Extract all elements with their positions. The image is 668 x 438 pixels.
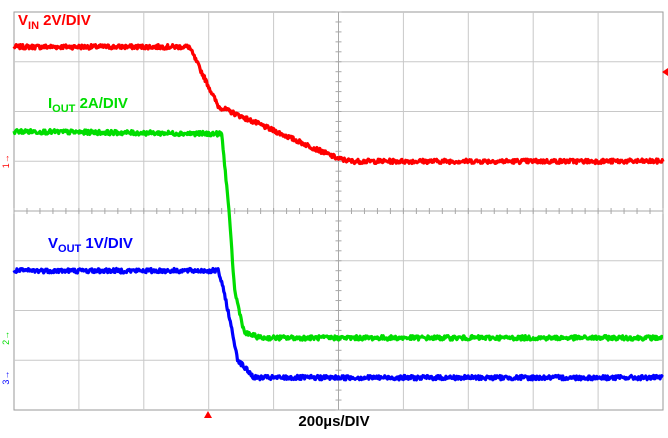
trigger-level-marker-right [662, 68, 668, 76]
trigger-marker-bottom [204, 411, 212, 418]
trace-3 [12, 266, 664, 382]
ground-markers: 1→ 2→ 3→ [1, 154, 11, 384]
series-label-vin: VIN 2V/DIV [18, 12, 91, 32]
ground-marker-2: 2→ [1, 331, 11, 345]
traces [12, 42, 665, 382]
trace-2 [12, 128, 664, 342]
series-label-vout: VOUT 1V/DIV [48, 235, 133, 255]
grid [13, 11, 664, 411]
trace-1 [12, 42, 665, 166]
ground-marker-1: 1→ [1, 154, 11, 168]
time-scale-label: 200µs/DIV [298, 413, 370, 430]
ground-marker-3: 3→ [1, 371, 11, 385]
series-label-iout: IOUT 2A/DIV [48, 95, 128, 115]
